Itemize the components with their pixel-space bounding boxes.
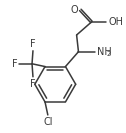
Text: 2: 2	[106, 51, 111, 57]
Text: O: O	[71, 5, 78, 15]
Text: Cl: Cl	[43, 117, 53, 127]
Text: OH: OH	[108, 17, 123, 27]
Text: F: F	[12, 59, 17, 69]
Text: F: F	[30, 79, 36, 89]
Text: F: F	[30, 39, 36, 49]
Text: NH: NH	[97, 47, 112, 57]
